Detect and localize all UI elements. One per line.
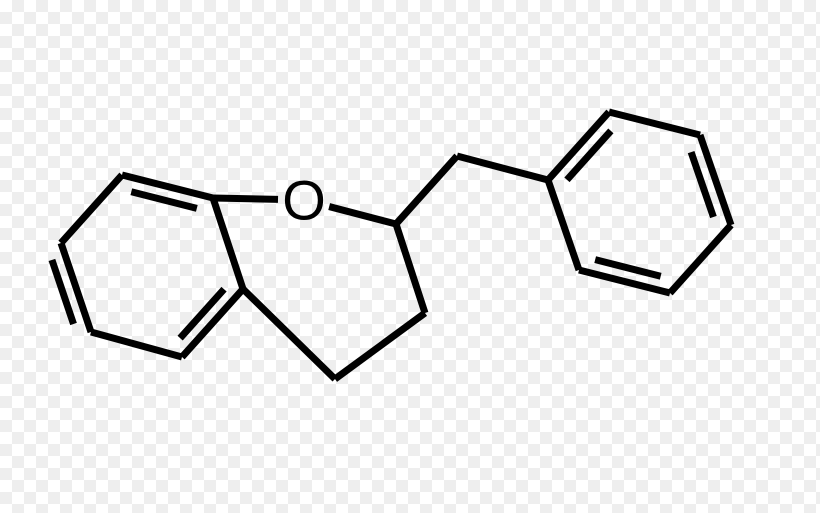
bond [457,156,548,180]
bond [670,225,731,293]
bond [213,198,243,289]
bond [548,180,579,270]
bond [335,313,425,379]
bond [61,175,122,243]
molecule-diagram: O [0,0,820,513]
bond [396,156,457,224]
oxygen-atom-label: O [282,169,326,232]
bond [700,135,731,225]
bond [91,332,182,357]
bond [609,112,700,135]
bond [243,289,335,379]
bond [61,243,91,332]
bond [396,224,425,313]
bond [213,198,278,199]
bond [329,207,396,224]
